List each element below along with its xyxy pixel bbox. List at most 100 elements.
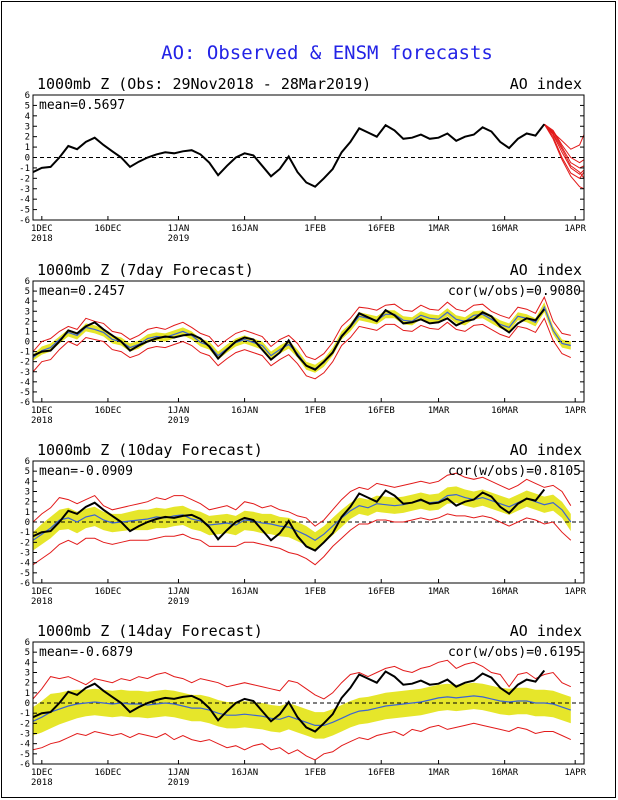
x-tick-label: 1MAR bbox=[428, 587, 450, 597]
x-tick-label: 1APR bbox=[564, 768, 586, 778]
x-tick-year-label: 2019 bbox=[168, 778, 190, 788]
x-tick-label: 1FEB bbox=[304, 406, 326, 416]
y-tick-label: 2 bbox=[25, 498, 30, 508]
y-tick-label: 6 bbox=[25, 277, 30, 287]
y-tick-label: -4 bbox=[19, 378, 30, 388]
y-tick-label: 4 bbox=[25, 297, 30, 307]
ensemble-max-line bbox=[33, 295, 571, 361]
panel-title: 1000mb Z (Obs: 29Nov2018 - 28Mar2019) bbox=[37, 75, 371, 93]
x-tick-label: 1DEC bbox=[31, 768, 53, 778]
x-tick-label: 16MAR bbox=[491, 587, 519, 597]
x-tick-label: 1APR bbox=[564, 224, 586, 234]
y-tick-label: 1 bbox=[25, 508, 30, 518]
x-tick-label: 16FEB bbox=[368, 768, 395, 778]
x-tick-label: 16DEC bbox=[94, 587, 121, 597]
x-tick-label: 16DEC bbox=[94, 224, 121, 234]
plot-area bbox=[33, 659, 584, 761]
y-tick-label: -2 bbox=[19, 358, 30, 368]
mean-annotation: mean=-0.0909 bbox=[39, 464, 133, 479]
y-tick-label: 2 bbox=[25, 317, 30, 327]
y-tick-label: 5 bbox=[25, 467, 30, 477]
x-tick-label: 16DEC bbox=[94, 768, 121, 778]
panel-title: 1000mb Z (7day Forecast) bbox=[37, 261, 254, 279]
y-tick-label: -2 bbox=[19, 719, 30, 729]
y-tick-label: -1 bbox=[19, 348, 30, 358]
y-tick-label: -1 bbox=[19, 528, 30, 538]
y-tick-label: -4 bbox=[19, 559, 30, 569]
y-tick-label: -6 bbox=[19, 579, 30, 589]
x-tick-year-label: 2019 bbox=[168, 597, 190, 607]
x-tick-label: 1APR bbox=[564, 587, 586, 597]
ensemble-max-line bbox=[33, 659, 572, 700]
x-tick-label: 1APR bbox=[564, 406, 586, 416]
y-tick-label: -5 bbox=[19, 750, 30, 760]
y-tick-label: 3 bbox=[25, 307, 30, 317]
x-tick-label: 16DEC bbox=[94, 406, 121, 416]
x-tick-label: 16MAR bbox=[491, 224, 519, 234]
forecast-member-line-5 bbox=[544, 123, 584, 164]
panel-title: 1000mb Z (14day Forecast) bbox=[37, 622, 263, 640]
ensemble-spread-band bbox=[33, 682, 571, 739]
x-tick-label: 16JAN bbox=[231, 406, 258, 416]
panel-right-label: AO index bbox=[510, 261, 582, 279]
x-tick-label: 16JAN bbox=[231, 768, 258, 778]
y-tick-label: 1 bbox=[25, 689, 30, 699]
x-tick-label: 16FEB bbox=[368, 224, 395, 234]
forecast-member-line-3 bbox=[543, 123, 584, 150]
figure-title: AO: Observed & ENSM forecasts bbox=[161, 42, 493, 64]
ensemble-mean-line bbox=[33, 493, 572, 542]
y-tick-label: 3 bbox=[25, 669, 30, 679]
y-tick-label: 2 bbox=[25, 679, 30, 689]
y-tick-label: 3 bbox=[25, 488, 30, 498]
x-tick-label: 16FEB bbox=[368, 406, 395, 416]
x-tick-label: 1MAR bbox=[428, 768, 450, 778]
x-tick-label: 16JAN bbox=[231, 587, 258, 597]
plot-area bbox=[33, 472, 584, 566]
y-tick-label: -3 bbox=[19, 549, 30, 559]
y-tick-label: -6 bbox=[19, 398, 30, 408]
forecast-member-line-6 bbox=[543, 123, 584, 190]
y-tick-label: 3 bbox=[25, 122, 30, 132]
mean-annotation: mean=0.2457 bbox=[39, 284, 125, 299]
correlation-annotation: cor(w/obs)=0.8105 bbox=[448, 464, 581, 479]
y-tick-label: 6 bbox=[25, 638, 30, 648]
x-tick-label: 1DEC bbox=[31, 587, 53, 597]
y-tick-label: 4 bbox=[25, 658, 30, 668]
x-tick-label: 16JAN bbox=[231, 224, 258, 234]
ensemble-spread-band bbox=[33, 302, 571, 373]
x-tick-year-label: 2018 bbox=[31, 597, 53, 607]
panel-right-label: AO index bbox=[510, 75, 582, 93]
y-tick-label: -6 bbox=[19, 760, 30, 770]
x-tick-label: 1JAN bbox=[168, 224, 190, 234]
ensemble-min-line bbox=[33, 722, 572, 761]
y-tick-label: -3 bbox=[19, 730, 30, 740]
x-tick-year-label: 2018 bbox=[31, 778, 53, 788]
x-tick-year-label: 2018 bbox=[31, 416, 53, 426]
correlation-annotation: cor(w/obs)=0.6195 bbox=[448, 645, 581, 660]
plot-area bbox=[33, 295, 584, 380]
mean-annotation: mean=-0.6879 bbox=[39, 645, 133, 660]
observed-ao-line bbox=[33, 308, 546, 371]
y-tick-label: -5 bbox=[19, 569, 30, 579]
y-tick-label: -3 bbox=[19, 368, 30, 378]
ensemble-min-line bbox=[33, 513, 572, 566]
y-tick-label: 5 bbox=[25, 287, 30, 297]
y-tick-label: -1 bbox=[19, 709, 30, 719]
y-tick-label: 0 bbox=[25, 699, 30, 709]
observed-ao-line bbox=[33, 488, 546, 552]
x-tick-label: 1JAN bbox=[168, 406, 190, 416]
y-tick-label: -5 bbox=[19, 206, 30, 216]
panel-right-label: AO index bbox=[510, 441, 582, 459]
x-tick-year-label: 2018 bbox=[31, 234, 53, 244]
y-tick-label: -4 bbox=[19, 740, 30, 750]
x-tick-label: 1MAR bbox=[428, 224, 450, 234]
x-tick-year-label: 2019 bbox=[168, 234, 190, 244]
x-tick-label: 1MAR bbox=[428, 406, 450, 416]
y-tick-label: 2 bbox=[25, 133, 30, 143]
